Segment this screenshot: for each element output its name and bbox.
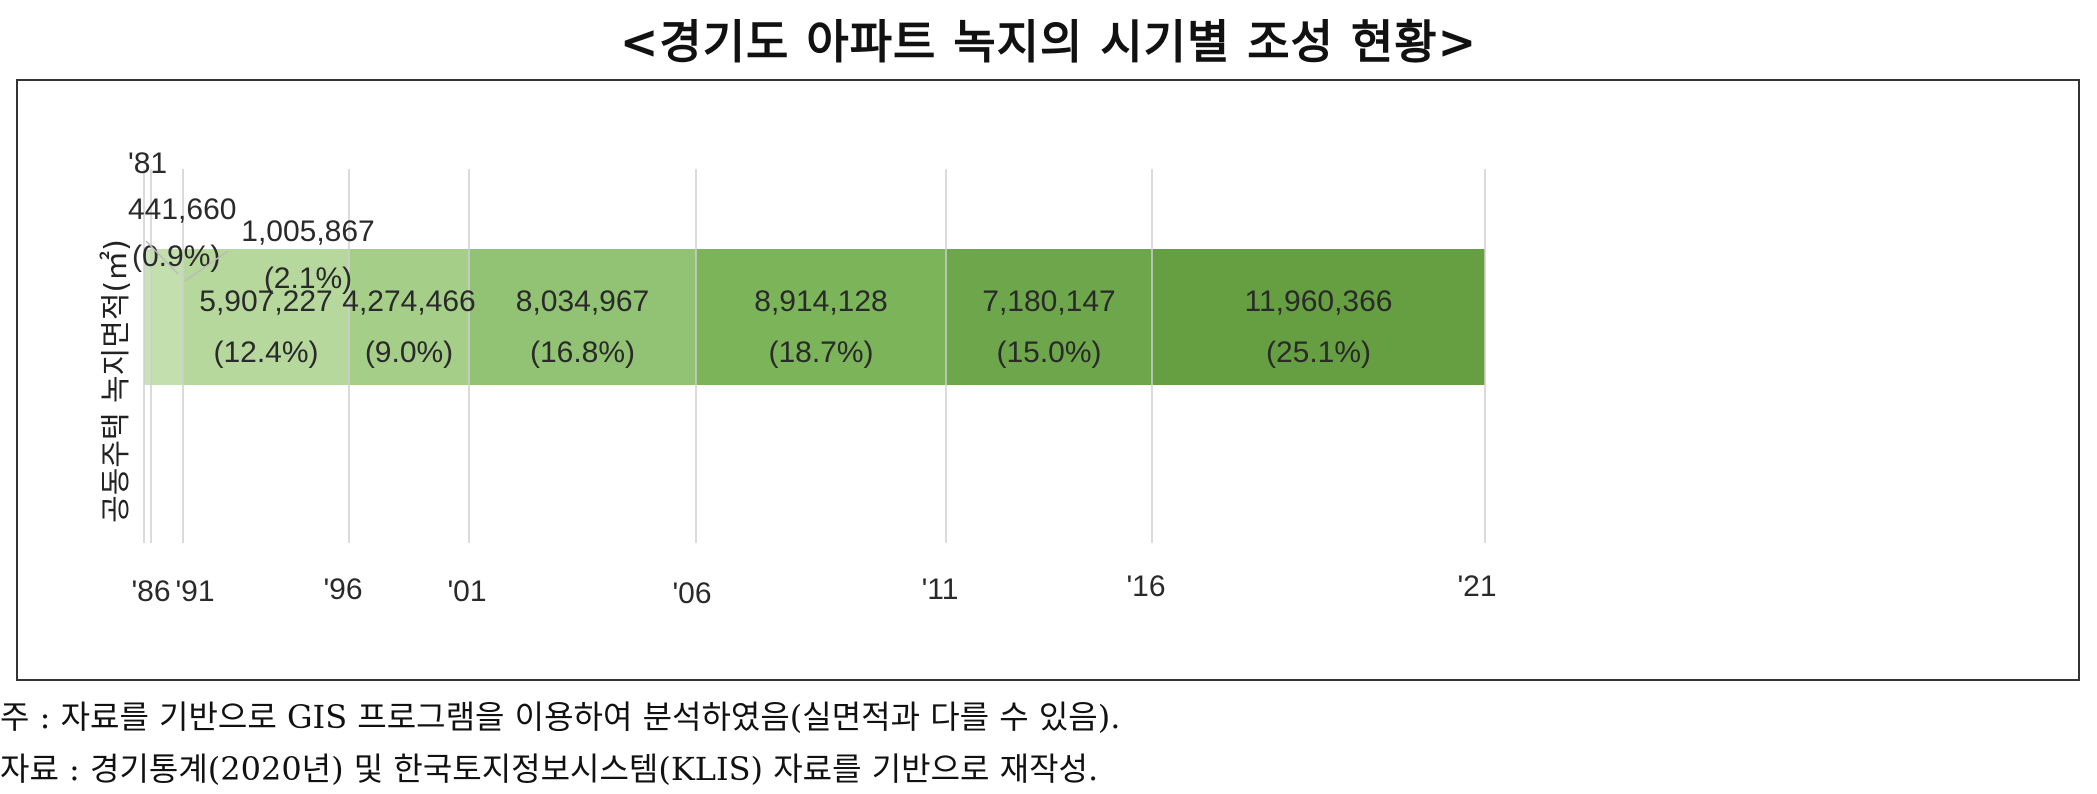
data-label-share-4: (16.8%) <box>530 336 635 369</box>
data-label-value-6: 7,180,147 <box>982 285 1115 318</box>
tick-label-21: '21 <box>1457 570 1496 603</box>
data-label-share-0: (0.9%) <box>132 240 220 273</box>
data-label-value-2: 5,907,227 <box>199 285 332 318</box>
chart-title: <경기도 아파트 녹지의 시기별 조성 현황> <box>619 15 1478 69</box>
bar-segment-0 <box>144 249 151 385</box>
bar-segment-5 <box>696 249 946 385</box>
chart-svg: '81 '86'91 '96 '01 '06 '11 '16 '21 441,660 (0.9%… <box>99 147 1497 610</box>
leader-line-1 <box>184 250 229 282</box>
data-label-share-2: (12.4%) <box>213 336 318 369</box>
source-note: 자료 : 경기통계(2020년) 및 한국토지정보시스템(KLIS) 자료를 기… <box>0 750 1099 788</box>
data-label-share-6: (15.0%) <box>996 336 1101 369</box>
footnote: 주 : 자료를 기반으로 GIS 프로그램을 이용하여 분석하였음(실면적과 다… <box>0 698 1121 736</box>
gridlines <box>143 169 1486 543</box>
bar-segment-2 <box>183 249 349 385</box>
data-label-value-1: 1,005,867 <box>241 215 374 248</box>
data-label-value-5: 8,914,128 <box>754 285 887 318</box>
bar-segment-3 <box>349 249 469 385</box>
data-label-share-3: (9.0%) <box>365 336 453 369</box>
tick-label-86: '86 <box>131 575 170 608</box>
chart-frame: '81 '86'91 '96 '01 '06 '11 '16 '21 441,660 (0.9%… <box>16 79 2080 681</box>
tick-label-96: '96 <box>323 573 362 606</box>
tick-label-01: '01 <box>447 575 486 608</box>
data-label-share-5: (18.7%) <box>768 336 873 369</box>
tick-label-91: '91 <box>175 575 214 608</box>
data-label-share-1: (2.1%) <box>264 262 352 295</box>
bar-segment-6 <box>946 249 1152 385</box>
tick-label-81: '81 <box>128 147 167 180</box>
data-label-value-4: 8,034,967 <box>516 285 649 318</box>
tick-labels: '81 '86'91 '96 '01 '06 '11 '16 '21 <box>128 147 1497 610</box>
leader-line-0 <box>145 240 179 275</box>
bar-segment-1 <box>151 249 183 385</box>
data-label-value-3: 4,274,466 <box>342 285 475 318</box>
bar-segment-4 <box>469 249 696 385</box>
data-label-share-7: (25.1%) <box>1266 336 1371 369</box>
tick-label-06: '06 <box>672 577 711 610</box>
data-labels: 441,660 (0.9%) 1,005,867 (2.1%)5,907,227 (12… <box>128 193 1392 369</box>
y-axis-label: 공동주택 녹지면적(㎡) <box>99 239 134 523</box>
tick-label-11: '11 <box>922 573 959 606</box>
data-label-value-0: 441,660 <box>128 193 236 226</box>
bar-segments <box>144 249 1485 385</box>
bar-segment-7 <box>1152 249 1485 385</box>
tick-label-16: '16 <box>1126 570 1165 603</box>
data-label-value-7: 11,960,366 <box>1245 285 1393 318</box>
